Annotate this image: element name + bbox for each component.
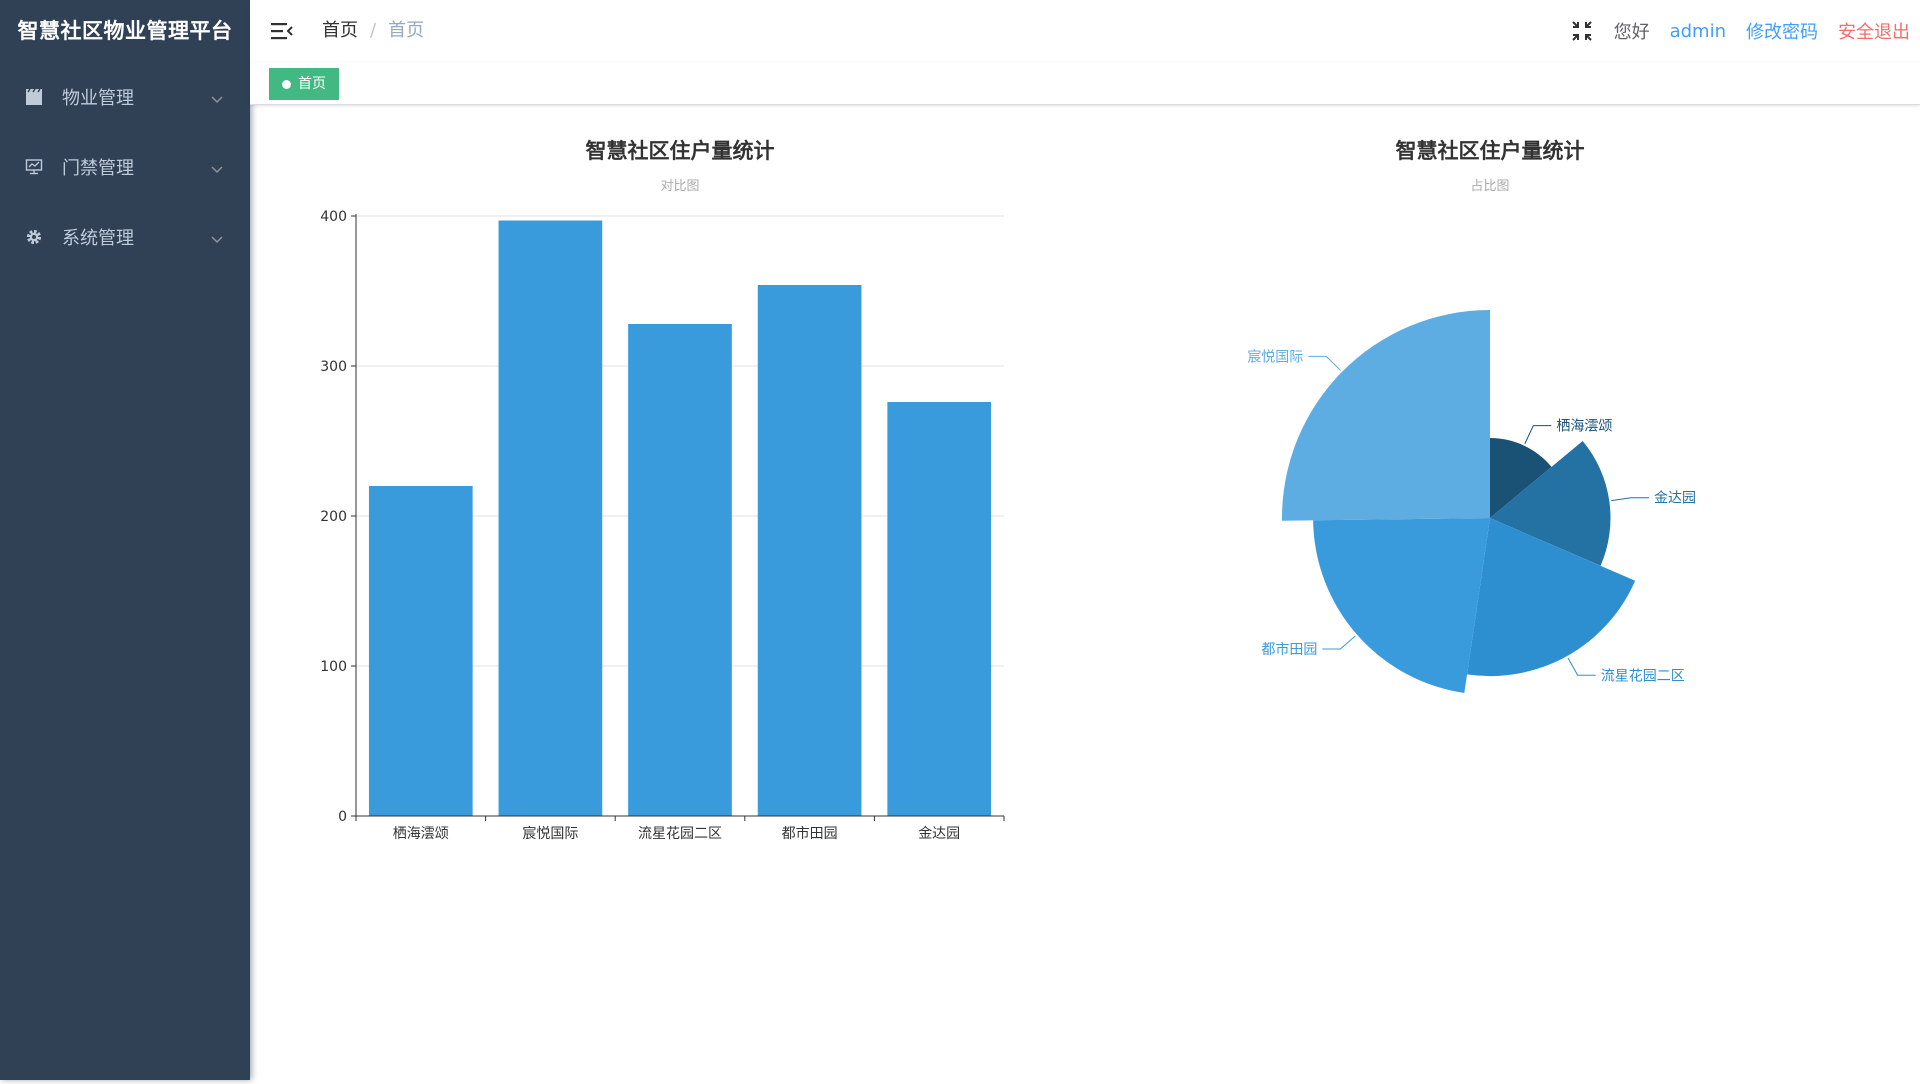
x-tick-label: 都市田园 — [782, 825, 838, 842]
main-area: 首页 / 首页 您好 admin 修改密码 安全退出 首页 智慧社区住户量统计 … — [250, 0, 1920, 1080]
bar-chart-title: 智慧社区住户量统计 — [586, 139, 775, 163]
pie-slice[interactable] — [1313, 518, 1490, 694]
x-tick-label: 金达园 — [918, 826, 960, 842]
username-link[interactable]: admin — [1669, 20, 1726, 42]
pie-slice-label: 都市田园 — [1261, 641, 1317, 658]
x-tick-label: 栖海澐颂 — [393, 825, 449, 842]
active-dot-icon — [282, 79, 291, 89]
tag-label: 首页 — [298, 76, 326, 92]
sidebar-item-label: 物业管理 — [62, 88, 134, 109]
hamburger-icon[interactable] — [270, 20, 294, 42]
bar[interactable] — [368, 486, 473, 816]
change-password-link[interactable]: 修改密码 — [1746, 22, 1818, 43]
pie-slice-label: 栖海澐颂 — [1556, 418, 1612, 435]
sidebar-item-label: 系统管理 — [62, 228, 134, 249]
dashboard-charts: 智慧社区住户量统计 对比图 0 100 200 300 400 栖海澐颂 宸悦国际 流星花园二… — [250, 106, 1920, 1080]
y-tick-label: 400 — [320, 209, 347, 225]
pie-label-line — [1308, 355, 1341, 371]
pie-label-line — [1322, 635, 1356, 650]
x-tick-label: 流星花园二区 — [638, 826, 722, 842]
bar[interactable] — [628, 324, 732, 816]
app-title: 智慧社区物业管理平台 — [17, 19, 233, 43]
pie-slice[interactable] — [1490, 441, 1611, 566]
y-tick-label: 300 — [320, 359, 347, 375]
pie-slice[interactable] — [1282, 310, 1490, 521]
pie-label-line — [1611, 497, 1650, 502]
chevron-down-icon — [210, 89, 224, 108]
breadcrumb-separator: / — [370, 20, 377, 41]
pie-slice-label: 金达园 — [1654, 491, 1696, 507]
sidebar-item-label: 门禁管理 — [62, 158, 134, 179]
sidebar: 智慧社区物业管理平台 物业管理 门禁管理 系统管理 — [0, 0, 250, 1080]
pie-label-line — [1567, 657, 1596, 676]
pie-slice[interactable] — [1490, 438, 1552, 518]
breadcrumb-home[interactable]: 首页 — [322, 20, 358, 41]
y-tick-label: 0 — [338, 809, 347, 825]
exit-fullscreen-icon[interactable] — [1570, 19, 1594, 43]
monitor-icon — [24, 157, 44, 177]
bar-chart-subtitle: 对比图 — [660, 179, 699, 194]
logout-link[interactable]: 安全退出 — [1838, 22, 1910, 43]
x-tick-label: 宸悦国际 — [522, 825, 578, 842]
pie-chart-subtitle: 占比图 — [1470, 179, 1509, 194]
pie-slice-label: 宸悦国际 — [1247, 348, 1303, 365]
y-tick-label: 100 — [320, 659, 347, 675]
bar[interactable] — [498, 220, 603, 817]
bar[interactable] — [757, 285, 862, 816]
greeting-text: 您好 — [1613, 22, 1650, 43]
bar-chart: 智慧社区住户量统计 对比图 0 100 200 300 400 栖海澐颂 宸悦国际 流星花园二… — [320, 139, 1005, 842]
navbar-right: 您好 admin 修改密码 安全退出 — [1570, 16, 1910, 46]
chevron-down-icon — [210, 229, 224, 248]
breadcrumb-current: 首页 — [388, 20, 425, 41]
clapperboard-icon — [24, 87, 44, 107]
y-tick-label: 200 — [320, 509, 347, 525]
bar[interactable] — [887, 402, 992, 816]
breadcrumb: 首页 / 首页 — [322, 18, 424, 44]
navbar: 首页 / 首页 您好 admin 修改密码 安全退出 — [250, 0, 1920, 62]
pie-slice[interactable] — [1467, 518, 1636, 677]
pie-label-line — [1524, 425, 1552, 444]
pie-slice-label: 流星花园二区 — [1601, 668, 1685, 684]
sidebar-item-access-control[interactable]: 门禁管理 — [0, 132, 250, 202]
chevron-down-icon — [210, 159, 224, 178]
tag-home[interactable]: 首页 — [269, 68, 339, 100]
sidebar-item-property[interactable]: 物业管理 — [0, 62, 250, 132]
tags-view: 首页 — [250, 62, 1920, 105]
sidebar-item-system[interactable]: 系统管理 — [0, 202, 250, 272]
pie-chart-title: 智慧社区住户量统计 — [1396, 139, 1585, 163]
gear-icon — [24, 227, 44, 247]
